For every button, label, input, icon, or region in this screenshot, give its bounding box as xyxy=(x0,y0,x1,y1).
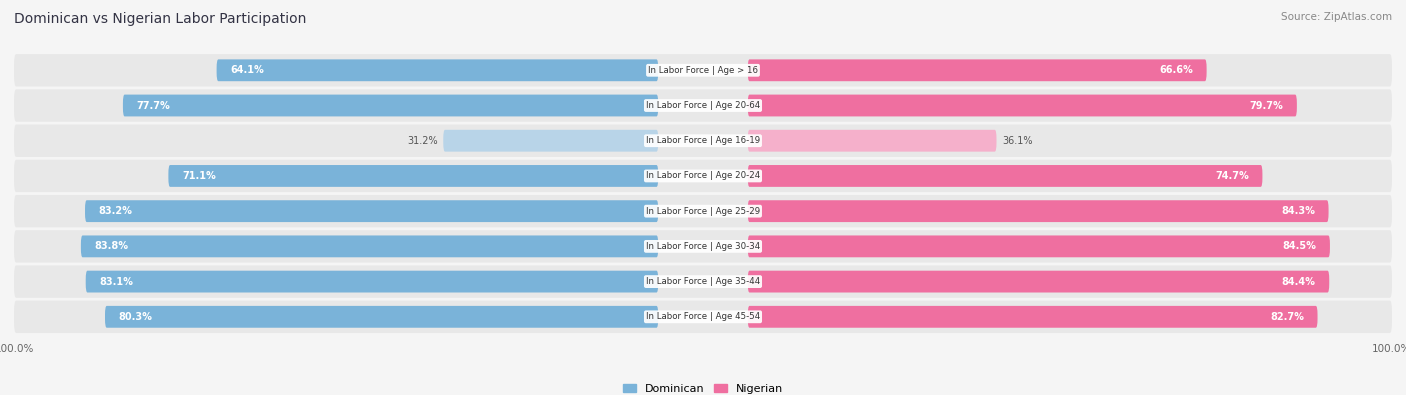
Text: In Labor Force | Age > 16: In Labor Force | Age > 16 xyxy=(648,66,758,75)
Text: 66.6%: 66.6% xyxy=(1159,65,1192,75)
FancyBboxPatch shape xyxy=(748,59,1206,81)
Text: 79.7%: 79.7% xyxy=(1250,100,1284,111)
Text: In Labor Force | Age 20-64: In Labor Force | Age 20-64 xyxy=(645,101,761,110)
FancyBboxPatch shape xyxy=(105,306,658,328)
Text: In Labor Force | Age 25-29: In Labor Force | Age 25-29 xyxy=(645,207,761,216)
FancyBboxPatch shape xyxy=(748,271,1329,293)
FancyBboxPatch shape xyxy=(217,59,658,81)
Text: 74.7%: 74.7% xyxy=(1215,171,1249,181)
FancyBboxPatch shape xyxy=(748,165,1263,187)
FancyBboxPatch shape xyxy=(84,200,658,222)
Text: 82.7%: 82.7% xyxy=(1270,312,1303,322)
FancyBboxPatch shape xyxy=(748,200,1329,222)
Text: 84.4%: 84.4% xyxy=(1282,276,1316,287)
FancyBboxPatch shape xyxy=(14,89,1392,122)
Text: Dominican vs Nigerian Labor Participation: Dominican vs Nigerian Labor Participatio… xyxy=(14,12,307,26)
FancyBboxPatch shape xyxy=(14,195,1392,228)
Text: 31.2%: 31.2% xyxy=(408,136,437,146)
FancyBboxPatch shape xyxy=(14,160,1392,192)
FancyBboxPatch shape xyxy=(86,271,658,293)
FancyBboxPatch shape xyxy=(82,235,658,257)
Legend: Dominican, Nigerian: Dominican, Nigerian xyxy=(619,380,787,395)
Text: In Labor Force | Age 20-24: In Labor Force | Age 20-24 xyxy=(645,171,761,181)
FancyBboxPatch shape xyxy=(748,130,997,152)
Text: Source: ZipAtlas.com: Source: ZipAtlas.com xyxy=(1281,12,1392,22)
Text: 80.3%: 80.3% xyxy=(118,312,153,322)
FancyBboxPatch shape xyxy=(748,235,1330,257)
FancyBboxPatch shape xyxy=(14,124,1392,157)
FancyBboxPatch shape xyxy=(443,130,658,152)
Text: 77.7%: 77.7% xyxy=(136,100,170,111)
Text: 84.5%: 84.5% xyxy=(1282,241,1316,251)
Text: 83.1%: 83.1% xyxy=(100,276,134,287)
FancyBboxPatch shape xyxy=(14,301,1392,333)
Text: 64.1%: 64.1% xyxy=(231,65,264,75)
Text: 83.2%: 83.2% xyxy=(98,206,132,216)
FancyBboxPatch shape xyxy=(748,94,1296,117)
FancyBboxPatch shape xyxy=(14,230,1392,263)
Text: 83.8%: 83.8% xyxy=(94,241,129,251)
Text: In Labor Force | Age 35-44: In Labor Force | Age 35-44 xyxy=(645,277,761,286)
FancyBboxPatch shape xyxy=(14,265,1392,298)
FancyBboxPatch shape xyxy=(169,165,658,187)
FancyBboxPatch shape xyxy=(748,306,1317,328)
Text: 84.3%: 84.3% xyxy=(1281,206,1315,216)
FancyBboxPatch shape xyxy=(122,94,658,117)
FancyBboxPatch shape xyxy=(14,54,1392,87)
Text: In Labor Force | Age 16-19: In Labor Force | Age 16-19 xyxy=(645,136,761,145)
Text: 36.1%: 36.1% xyxy=(1002,136,1032,146)
Text: 71.1%: 71.1% xyxy=(183,171,217,181)
Text: In Labor Force | Age 45-54: In Labor Force | Age 45-54 xyxy=(645,312,761,321)
Text: In Labor Force | Age 30-34: In Labor Force | Age 30-34 xyxy=(645,242,761,251)
